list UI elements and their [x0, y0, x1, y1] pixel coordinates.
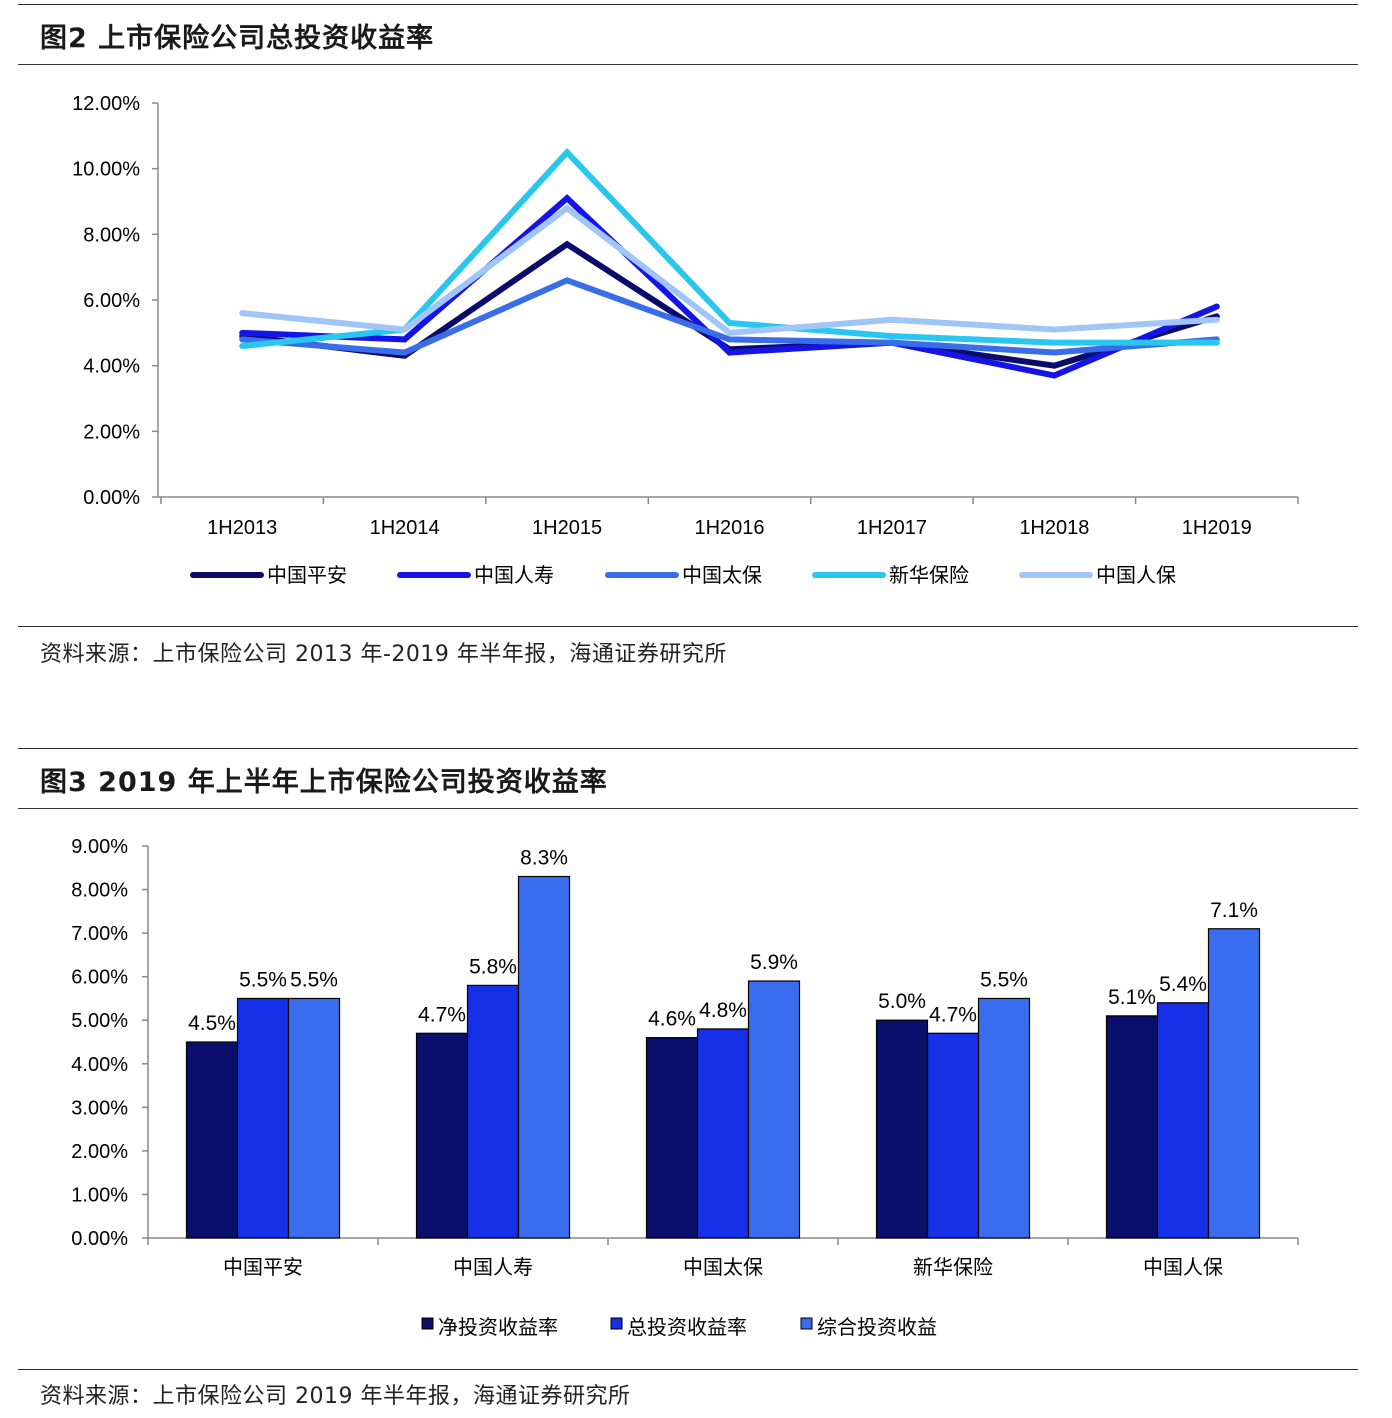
bar-3 [747, 980, 801, 1239]
x-category-label: 中国太保 [683, 1255, 763, 1279]
bar-1 [645, 1037, 699, 1239]
bar-data-label: 8.3% [520, 846, 568, 869]
bar-data-label: 7.1% [1210, 899, 1258, 922]
series-line-5 [239, 204, 1220, 336]
bar-3 [1207, 928, 1261, 1239]
bar-2 [236, 997, 290, 1239]
figure2-title-rule [18, 64, 1358, 65]
bar-2 [1156, 1002, 1210, 1239]
legend-label: 净投资收益率 [438, 1315, 558, 1339]
bar-3 [287, 997, 341, 1239]
y-tick-label: 8.00% [71, 880, 128, 902]
bar-data-label: 5.1% [1108, 986, 1156, 1009]
bar-1 [415, 1032, 469, 1239]
x-tick-label: 1H2015 [532, 517, 602, 539]
y-tick-label: 2.00% [83, 421, 140, 443]
figure3-bottom-rule [18, 1369, 1358, 1370]
bar-data-label: 5.5% [980, 968, 1028, 991]
bar-1 [875, 1019, 929, 1239]
bar-2 [466, 984, 520, 1239]
bar-data-label: 4.7% [929, 1003, 977, 1026]
x-tick-label: 1H2018 [1019, 517, 1089, 539]
figure2-title: 图2 上市保险公司总投资收益率 [40, 23, 435, 54]
y-tick-label: 0.00% [83, 487, 140, 509]
x-category-label: 中国人寿 [453, 1255, 533, 1279]
legend-swatch [421, 1317, 434, 1330]
bar-data-label: 5.4% [1159, 973, 1207, 996]
y-tick-label: 2.00% [71, 1141, 128, 1163]
bar-data-label: 5.9% [750, 951, 798, 974]
bar-3 [517, 875, 571, 1239]
figure2-top-rule [18, 4, 1358, 5]
legend-swatch [610, 1317, 623, 1330]
y-tick-label: 10.00% [72, 159, 140, 181]
bar-data-label: 4.7% [418, 1003, 466, 1026]
legend-label: 总投资收益率 [627, 1315, 747, 1339]
figure3-title-rule [18, 808, 1358, 809]
series-line-1 [239, 240, 1220, 369]
y-tick-label: 7.00% [71, 923, 128, 945]
bar-2 [696, 1028, 750, 1239]
series-line-4 [239, 147, 1220, 349]
x-tick-label: 1H2016 [694, 517, 764, 539]
series-line-2 [239, 194, 1220, 379]
y-tick-label: 4.00% [83, 356, 140, 378]
legend-label: 中国太保 [682, 563, 762, 587]
legend-label: 中国人保 [1096, 563, 1176, 587]
y-tick-label: 4.00% [71, 1054, 128, 1076]
y-tick-label: 12.00% [72, 93, 140, 115]
legend-label: 综合投资收益 [817, 1315, 937, 1339]
y-tick-label: 6.00% [71, 967, 128, 989]
bar-1 [1105, 1015, 1159, 1239]
legend-label: 中国平安 [267, 563, 347, 587]
line-chart: 0.00% 2.00% 4.00% 6.00% 8.00% 10.00% 12.00% 1H2… [72, 93, 1299, 587]
x-tick-label: 1H2014 [370, 517, 440, 539]
series-line-3 [239, 277, 1220, 356]
x-category-label: 新华保险 [913, 1255, 993, 1279]
figure3-source: 资料来源：上市保险公司 2019 年半年报，海通证券研究所 [40, 1384, 631, 1409]
figure2-bottom-rule [18, 626, 1358, 627]
figure3-top-rule [18, 748, 1358, 749]
y-tick-label: 5.00% [71, 1010, 128, 1032]
x-tick-label: 1H2019 [1182, 517, 1252, 539]
x-tick-label: 1H2017 [857, 517, 927, 539]
bar-1 [185, 1041, 239, 1239]
y-tick-label: 0.00% [71, 1228, 128, 1250]
x-category-label: 中国人保 [1143, 1255, 1223, 1279]
x-category-label: 中国平安 [223, 1255, 303, 1279]
y-tick-label: 1.00% [71, 1184, 128, 1206]
figure2-source: 资料来源：上市保险公司 2013 年-2019 年半年报，海通证券研究所 [40, 642, 727, 667]
bar-data-label: 5.8% [469, 955, 517, 978]
legend-label: 新华保险 [889, 563, 969, 587]
bar-2 [926, 1032, 980, 1239]
y-tick-label: 8.00% [83, 224, 140, 246]
y-tick-label: 6.00% [83, 290, 140, 312]
bar-data-label: 4.8% [699, 999, 747, 1022]
legend-swatch [800, 1317, 813, 1330]
bar-3 [977, 997, 1031, 1239]
bar-data-label: 4.6% [648, 1008, 696, 1031]
y-tick-label: 9.00% [71, 836, 128, 858]
figure3-title: 图3 2019 年上半年上市保险公司投资收益率 [40, 767, 608, 798]
x-tick-label: 1H2013 [207, 517, 277, 539]
bar-data-label: 5.5% [239, 968, 287, 991]
legend-label: 中国人寿 [474, 563, 554, 587]
bar-chart: 0.00% 1.00% 2.00% 3.00% 4.00% 5.00% 6.00% 7.00%… [71, 836, 1299, 1339]
bar-data-label: 4.5% [188, 1012, 236, 1035]
bar-data-label: 5.5% [290, 968, 338, 991]
y-tick-label: 3.00% [71, 1097, 128, 1119]
bar-data-label: 5.0% [878, 990, 926, 1013]
